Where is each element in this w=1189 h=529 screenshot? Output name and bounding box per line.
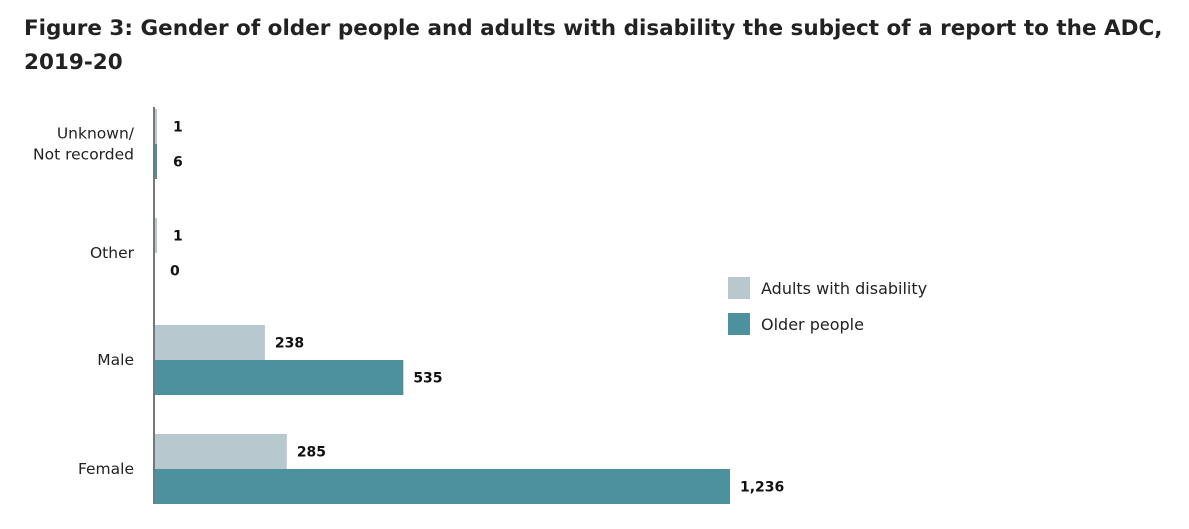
data-label: 238 — [275, 336, 304, 352]
category-label: Male — [97, 351, 134, 369]
data-label: 1 — [173, 229, 183, 245]
data-label: 285 — [297, 445, 326, 461]
category-label: Other — [90, 244, 135, 262]
category-label: Female — [78, 460, 134, 478]
data-label: 0 — [170, 264, 180, 280]
bar-adults-with-disability — [154, 218, 157, 253]
legend-swatch — [728, 313, 750, 335]
bar-older-people — [154, 469, 730, 504]
category-label: Unknown/ — [57, 125, 135, 143]
data-label: 6 — [173, 155, 183, 171]
category-label: Not recorded — [33, 146, 134, 164]
bar-adults-with-disability — [154, 434, 287, 469]
legend-swatch — [728, 277, 750, 299]
data-label: 1 — [173, 120, 183, 136]
data-label: 1,236 — [740, 480, 784, 496]
chart-title: Figure 3: Gender of older people and adu… — [24, 16, 1163, 75]
bar-adults-with-disability — [154, 109, 157, 144]
legend-label: Older people — [761, 315, 864, 334]
legend-label: Adults with disability — [761, 279, 927, 298]
bar-older-people — [154, 360, 404, 395]
bar-adults-with-disability — [154, 325, 265, 360]
data-label: 535 — [413, 371, 442, 387]
bar-older-people — [154, 144, 157, 179]
